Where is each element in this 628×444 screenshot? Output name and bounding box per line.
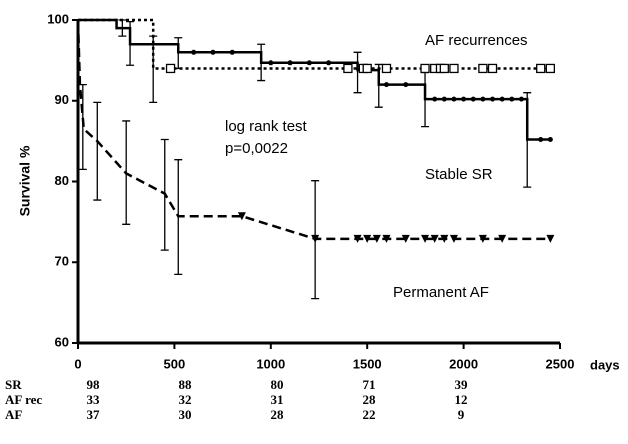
series-label: AF recurrences <box>425 32 528 49</box>
error-bar <box>93 101 102 201</box>
censor-mark <box>343 63 353 74</box>
risk-value: 37 <box>87 407 101 422</box>
risk-value: 39 <box>455 377 469 392</box>
risk-value: 22 <box>363 407 376 422</box>
censor-mark <box>421 234 430 243</box>
censor-mark <box>326 60 332 66</box>
censor-mark <box>487 63 498 74</box>
censor-mark <box>311 234 320 243</box>
y-tick-label: 70 <box>55 254 69 269</box>
error-bar <box>174 159 183 276</box>
risk-value: 12 <box>455 392 468 407</box>
x-tick-label: 0 <box>74 356 81 371</box>
censor-mark <box>287 60 293 66</box>
annotation: p=0,0022 <box>225 140 288 157</box>
censor-mark <box>353 234 362 243</box>
censor-mark <box>439 63 449 74</box>
y-tick-label: 90 <box>55 92 69 107</box>
censor-mark <box>518 96 524 102</box>
censor-mark <box>432 96 438 102</box>
censor-mark <box>546 234 555 243</box>
censor-mark <box>306 60 312 66</box>
y-tick-label: 60 <box>55 334 69 349</box>
x-tick-label: 1500 <box>353 356 382 371</box>
risk-value: 71 <box>363 377 376 392</box>
error-bar <box>523 92 532 188</box>
censor-mark <box>478 234 487 243</box>
censor-mark <box>509 96 515 102</box>
censor-mark <box>268 60 274 66</box>
censor-mark <box>538 137 544 143</box>
error-bar <box>257 43 266 82</box>
censor-mark <box>480 96 486 102</box>
error-bar <box>122 120 131 225</box>
x-tick-label: 2500 <box>546 356 575 371</box>
censor-mark <box>449 63 459 74</box>
error-bar <box>149 35 158 104</box>
censor-mark <box>210 49 216 55</box>
error-bar <box>160 138 169 251</box>
x-tick-label: 1000 <box>256 356 285 371</box>
censor-mark <box>237 212 246 221</box>
risk-value: 31 <box>271 392 284 407</box>
risk-value: 33 <box>87 392 101 407</box>
censor-mark <box>499 96 505 102</box>
survival-curve <box>76 19 551 241</box>
risk-value: 28 <box>363 392 377 407</box>
x-tick-label: 2000 <box>449 356 478 371</box>
censor-mark <box>470 96 476 102</box>
error-bar <box>78 83 87 171</box>
risk-row-label: AF rec <box>5 392 42 407</box>
risk-value: 28 <box>271 407 285 422</box>
censor-mark <box>363 234 372 243</box>
error-bar <box>374 63 383 108</box>
censor-mark <box>382 234 391 243</box>
censor-mark <box>441 96 447 102</box>
y-axis-label: Survival % <box>17 145 33 216</box>
censor-mark <box>383 82 389 88</box>
risk-value: 30 <box>179 407 192 422</box>
censor-mark <box>420 63 430 74</box>
x-tick-label: 500 <box>164 356 186 371</box>
y-tick-label: 80 <box>55 173 69 188</box>
risk-value: 98 <box>87 377 101 392</box>
censor-mark <box>490 96 496 102</box>
censor-mark <box>440 234 449 243</box>
risk-row-label: SR <box>5 377 22 392</box>
censor-mark <box>478 63 488 74</box>
censor-mark <box>381 63 392 74</box>
survival-curve <box>78 18 551 70</box>
censor-mark <box>536 63 546 74</box>
censor-mark <box>461 96 467 102</box>
censor-mark <box>451 96 457 102</box>
censor-mark <box>229 49 235 55</box>
censor-mark <box>362 63 372 74</box>
y-tick-label: 100 <box>47 11 69 26</box>
annotation: log rank test <box>225 118 308 135</box>
risk-value: 80 <box>271 377 284 392</box>
censor-mark <box>547 137 553 143</box>
risk-row-label: AF <box>5 407 22 422</box>
censor-mark <box>498 234 507 243</box>
error-bar <box>353 51 362 94</box>
risk-value: 32 <box>179 392 192 407</box>
censor-mark <box>403 82 409 88</box>
series-label: Stable SR <box>425 166 493 183</box>
x-axis-label: days <box>590 357 620 372</box>
risk-value: 88 <box>179 377 193 392</box>
censor-mark <box>165 63 176 74</box>
censor-mark <box>449 234 458 243</box>
censor-mark <box>401 234 410 243</box>
censor-mark <box>372 234 381 243</box>
error-bar <box>126 20 135 66</box>
censor-mark <box>191 49 197 55</box>
censor-mark <box>545 63 556 74</box>
censor-mark <box>430 234 439 243</box>
risk-value: 9 <box>458 407 465 422</box>
series-label: Permanent AF <box>393 284 489 301</box>
